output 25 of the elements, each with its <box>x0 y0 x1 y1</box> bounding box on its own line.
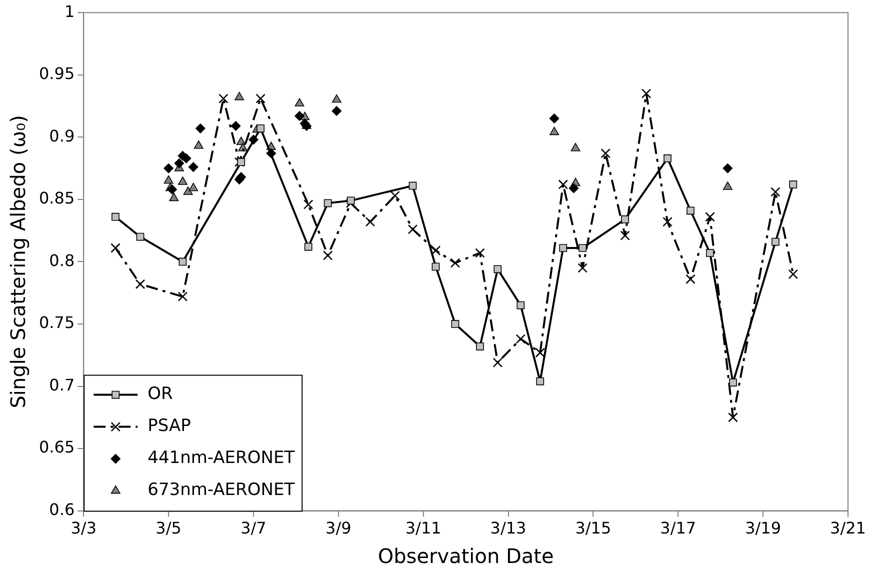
y-tick-label: 0.85 <box>39 188 75 208</box>
y-tick-label: 0.6 <box>49 500 75 519</box>
y-tick-label: 0.9 <box>49 126 75 146</box>
y-tick-label: 0.95 <box>39 64 75 84</box>
x-tick-label: 3/19 <box>745 518 782 538</box>
x-axis-title: Observation Date <box>378 544 554 568</box>
x-tick-label: 3/21 <box>830 518 866 538</box>
x-tick-label: 3/5 <box>156 518 182 538</box>
x-tick-label: 3/13 <box>490 518 526 538</box>
legend-label: 441nm-AERONET <box>148 448 296 468</box>
y-tick-label: 0.75 <box>39 313 75 332</box>
legend-label: PSAP <box>148 416 191 436</box>
y-tick-label: 0.8 <box>49 250 75 270</box>
y-tick-label: 0.65 <box>39 438 75 457</box>
legend-label: 673nm-AERONET <box>148 480 296 500</box>
x-tick-label: 3/7 <box>240 518 266 538</box>
legend-label: OR <box>148 384 174 404</box>
y-axis-title: Single Scattering Albedo (ω₀) <box>6 115 30 408</box>
y-tick-label: 1 <box>64 2 75 21</box>
x-tick-label: 3/17 <box>660 518 696 538</box>
x-tick-label: 3/3 <box>70 518 96 538</box>
x-tick-label: 3/11 <box>405 518 442 538</box>
x-tick-label: 3/15 <box>575 518 612 538</box>
y-tick-label: 0.7 <box>49 375 75 394</box>
x-tick-label: 3/9 <box>326 518 352 538</box>
